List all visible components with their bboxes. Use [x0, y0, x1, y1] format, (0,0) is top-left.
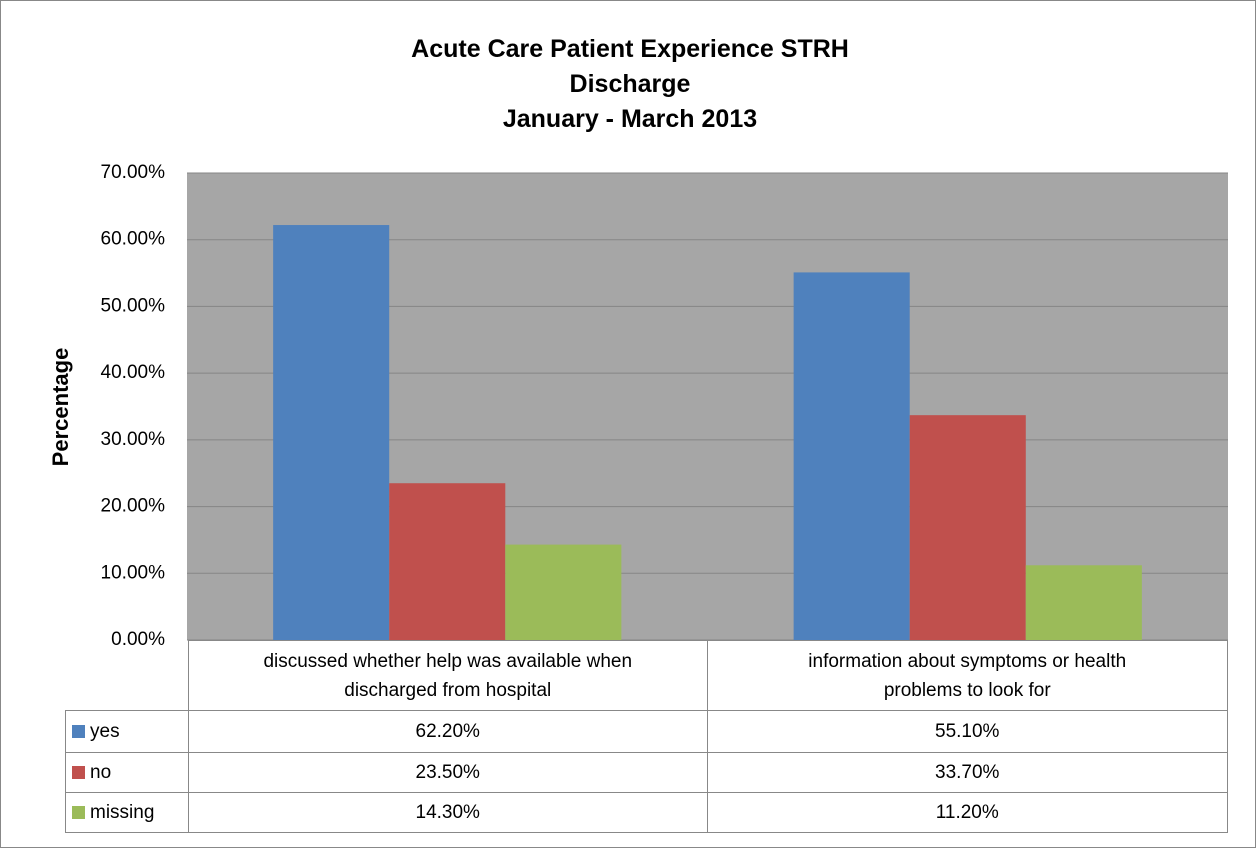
table-header-row: discussed whether help was available whe… — [66, 640, 1228, 711]
legend-label: no — [90, 761, 112, 783]
x-tick-label: information about symptoms or health pro… — [707, 640, 1228, 711]
y-tick-label: 50.00% — [101, 295, 166, 316]
data-label: 62.20% — [187, 710, 708, 753]
legend-item: yes — [65, 710, 189, 753]
y-tick-label: 10.00% — [101, 562, 166, 583]
bar — [1025, 565, 1142, 640]
data-table: discussed whether help was available whe… — [65, 640, 1228, 833]
legend-swatch — [72, 805, 85, 819]
y-tick-label: 40.00% — [101, 362, 166, 383]
y-tick-label: 0.00% — [111, 629, 165, 650]
y-axis-label: Percentage — [48, 348, 73, 467]
y-tick-label: 20.00% — [101, 496, 166, 517]
table-row: no 23.50% 33.70% — [65, 752, 1228, 793]
bar — [273, 225, 390, 640]
bar — [505, 544, 622, 640]
legend-item: missing — [65, 792, 189, 833]
data-label: 14.30% — [187, 792, 708, 833]
data-label: 23.50% — [187, 752, 708, 793]
bar — [793, 272, 910, 640]
legend-label: yes — [90, 720, 120, 742]
legend-swatch — [72, 765, 85, 779]
table-row: missing 14.30% 11.20% — [65, 792, 1228, 833]
data-label: 55.10% — [707, 710, 1228, 753]
chart-title: Acute Care Patient Experience STRH — [411, 35, 849, 63]
chart-title: January - March 2013 — [503, 105, 757, 133]
legend-swatch — [72, 724, 85, 738]
bar — [909, 415, 1026, 640]
x-tick-label: discussed whether help was available whe… — [187, 640, 708, 711]
y-tick-label: 60.00% — [101, 229, 166, 250]
table-corner — [66, 641, 189, 711]
data-label: 33.70% — [707, 752, 1228, 793]
data-label: 11.20% — [707, 792, 1228, 833]
chart-title: Discharge — [570, 70, 691, 98]
legend-item: no — [65, 752, 189, 793]
y-tick-label: 30.00% — [101, 429, 166, 450]
table-row: yes 62.20% 55.10% — [65, 710, 1228, 753]
legend-label: missing — [90, 801, 155, 823]
y-tick-label: 70.00% — [101, 162, 166, 183]
bar — [389, 483, 506, 640]
